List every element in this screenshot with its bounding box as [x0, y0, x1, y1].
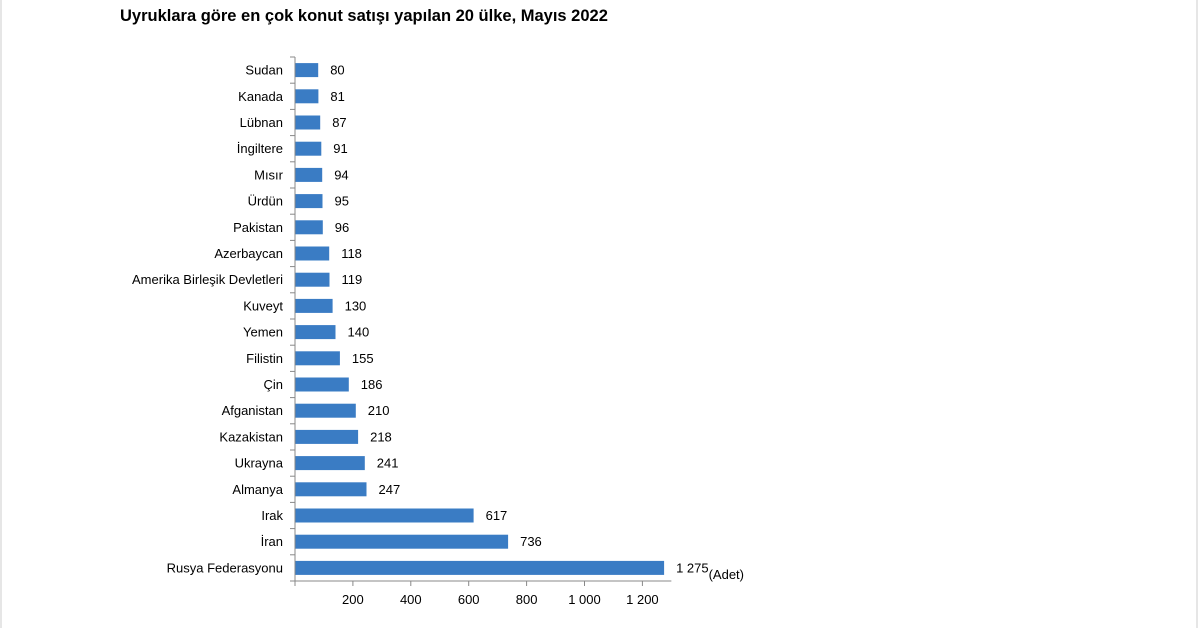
bars-group: [295, 63, 665, 575]
category-label: Ukrayna: [235, 456, 284, 471]
value-label: 736: [520, 534, 542, 549]
value-label: 95: [335, 194, 349, 209]
x-tick-label: 1 200: [626, 592, 659, 607]
x-tick-label: 800: [516, 592, 538, 607]
value-label: 80: [330, 63, 344, 78]
value-label: 91: [333, 141, 347, 156]
bar: [295, 325, 336, 340]
axes-group: 200 400 600 800 1 000 1 200: [290, 56, 672, 607]
category-label: İran: [261, 534, 283, 549]
bar: [295, 403, 356, 418]
bar: [295, 508, 474, 523]
value-label: 218: [370, 429, 392, 444]
right-border: [1196, 0, 1198, 628]
x-tick-label: 600: [458, 592, 480, 607]
category-label: Amerika Birleşik Devletleri: [132, 272, 283, 287]
value-label: 186: [361, 377, 383, 392]
category-labels-group: Sudan Kanada Lübnan İngiltere Mısır Ürdün Paki…: [132, 63, 284, 576]
value-label: 130: [345, 298, 367, 313]
unit-label: (Adet): [709, 567, 744, 582]
chart-title: Uyruklara göre en çok konut satışı yapıl…: [120, 7, 608, 25]
category-label: Azerbaycan: [214, 246, 283, 261]
category-label: Ürdün: [248, 194, 283, 209]
value-label: 1 275: [676, 560, 709, 575]
value-label: 94: [334, 167, 348, 182]
category-label: Kanada: [238, 89, 284, 104]
category-label: Kuveyt: [243, 298, 283, 313]
bar: [295, 429, 359, 444]
category-label: İngiltere: [237, 141, 283, 156]
bar: [295, 482, 367, 497]
bar: [295, 220, 323, 235]
category-label: Pakistan: [233, 220, 283, 235]
bar: [295, 246, 330, 261]
category-label: Filistin: [246, 351, 283, 366]
value-label: 96: [335, 220, 349, 235]
bar: [295, 534, 509, 549]
value-label: 247: [379, 482, 401, 497]
value-labels-group: 80 81 87 91 94 95 96 118 119 130 140 155 186 210 218 24…: [330, 63, 708, 576]
left-border: [0, 0, 2, 628]
bar: [295, 141, 322, 156]
bar: [295, 298, 333, 313]
bar: [295, 351, 340, 366]
category-label: Almanya: [232, 482, 283, 497]
category-label: Çin: [263, 377, 283, 392]
bar: [295, 456, 365, 471]
value-label: 241: [377, 456, 399, 471]
bar: [295, 115, 321, 130]
value-label: 140: [348, 325, 370, 340]
category-label: Mısır: [254, 167, 284, 182]
category-label: Yemen: [243, 325, 283, 340]
bar: [295, 167, 323, 182]
value-label: 81: [330, 89, 344, 104]
category-label: Irak: [261, 508, 283, 523]
value-label: 119: [342, 272, 363, 287]
value-label: 87: [332, 115, 346, 130]
bar: [295, 377, 349, 392]
x-tick-label: 400: [400, 592, 422, 607]
value-label: 155: [352, 351, 374, 366]
value-label: 118: [341, 246, 362, 261]
bar: [295, 194, 323, 209]
bar: [295, 272, 330, 287]
bar: [295, 63, 319, 78]
value-label: 617: [486, 508, 508, 523]
category-label: Sudan: [245, 63, 283, 78]
category-label: Rusya Federasyonu: [167, 560, 283, 575]
value-label: 210: [368, 403, 390, 418]
category-label: Afganistan: [222, 403, 283, 418]
bar: [295, 89, 319, 104]
x-tick-label: 1 000: [568, 592, 601, 607]
category-label: Lübnan: [240, 115, 283, 130]
x-tick-label: 200: [342, 592, 364, 607]
bar: [295, 560, 665, 575]
category-label: Kazakistan: [219, 429, 283, 444]
